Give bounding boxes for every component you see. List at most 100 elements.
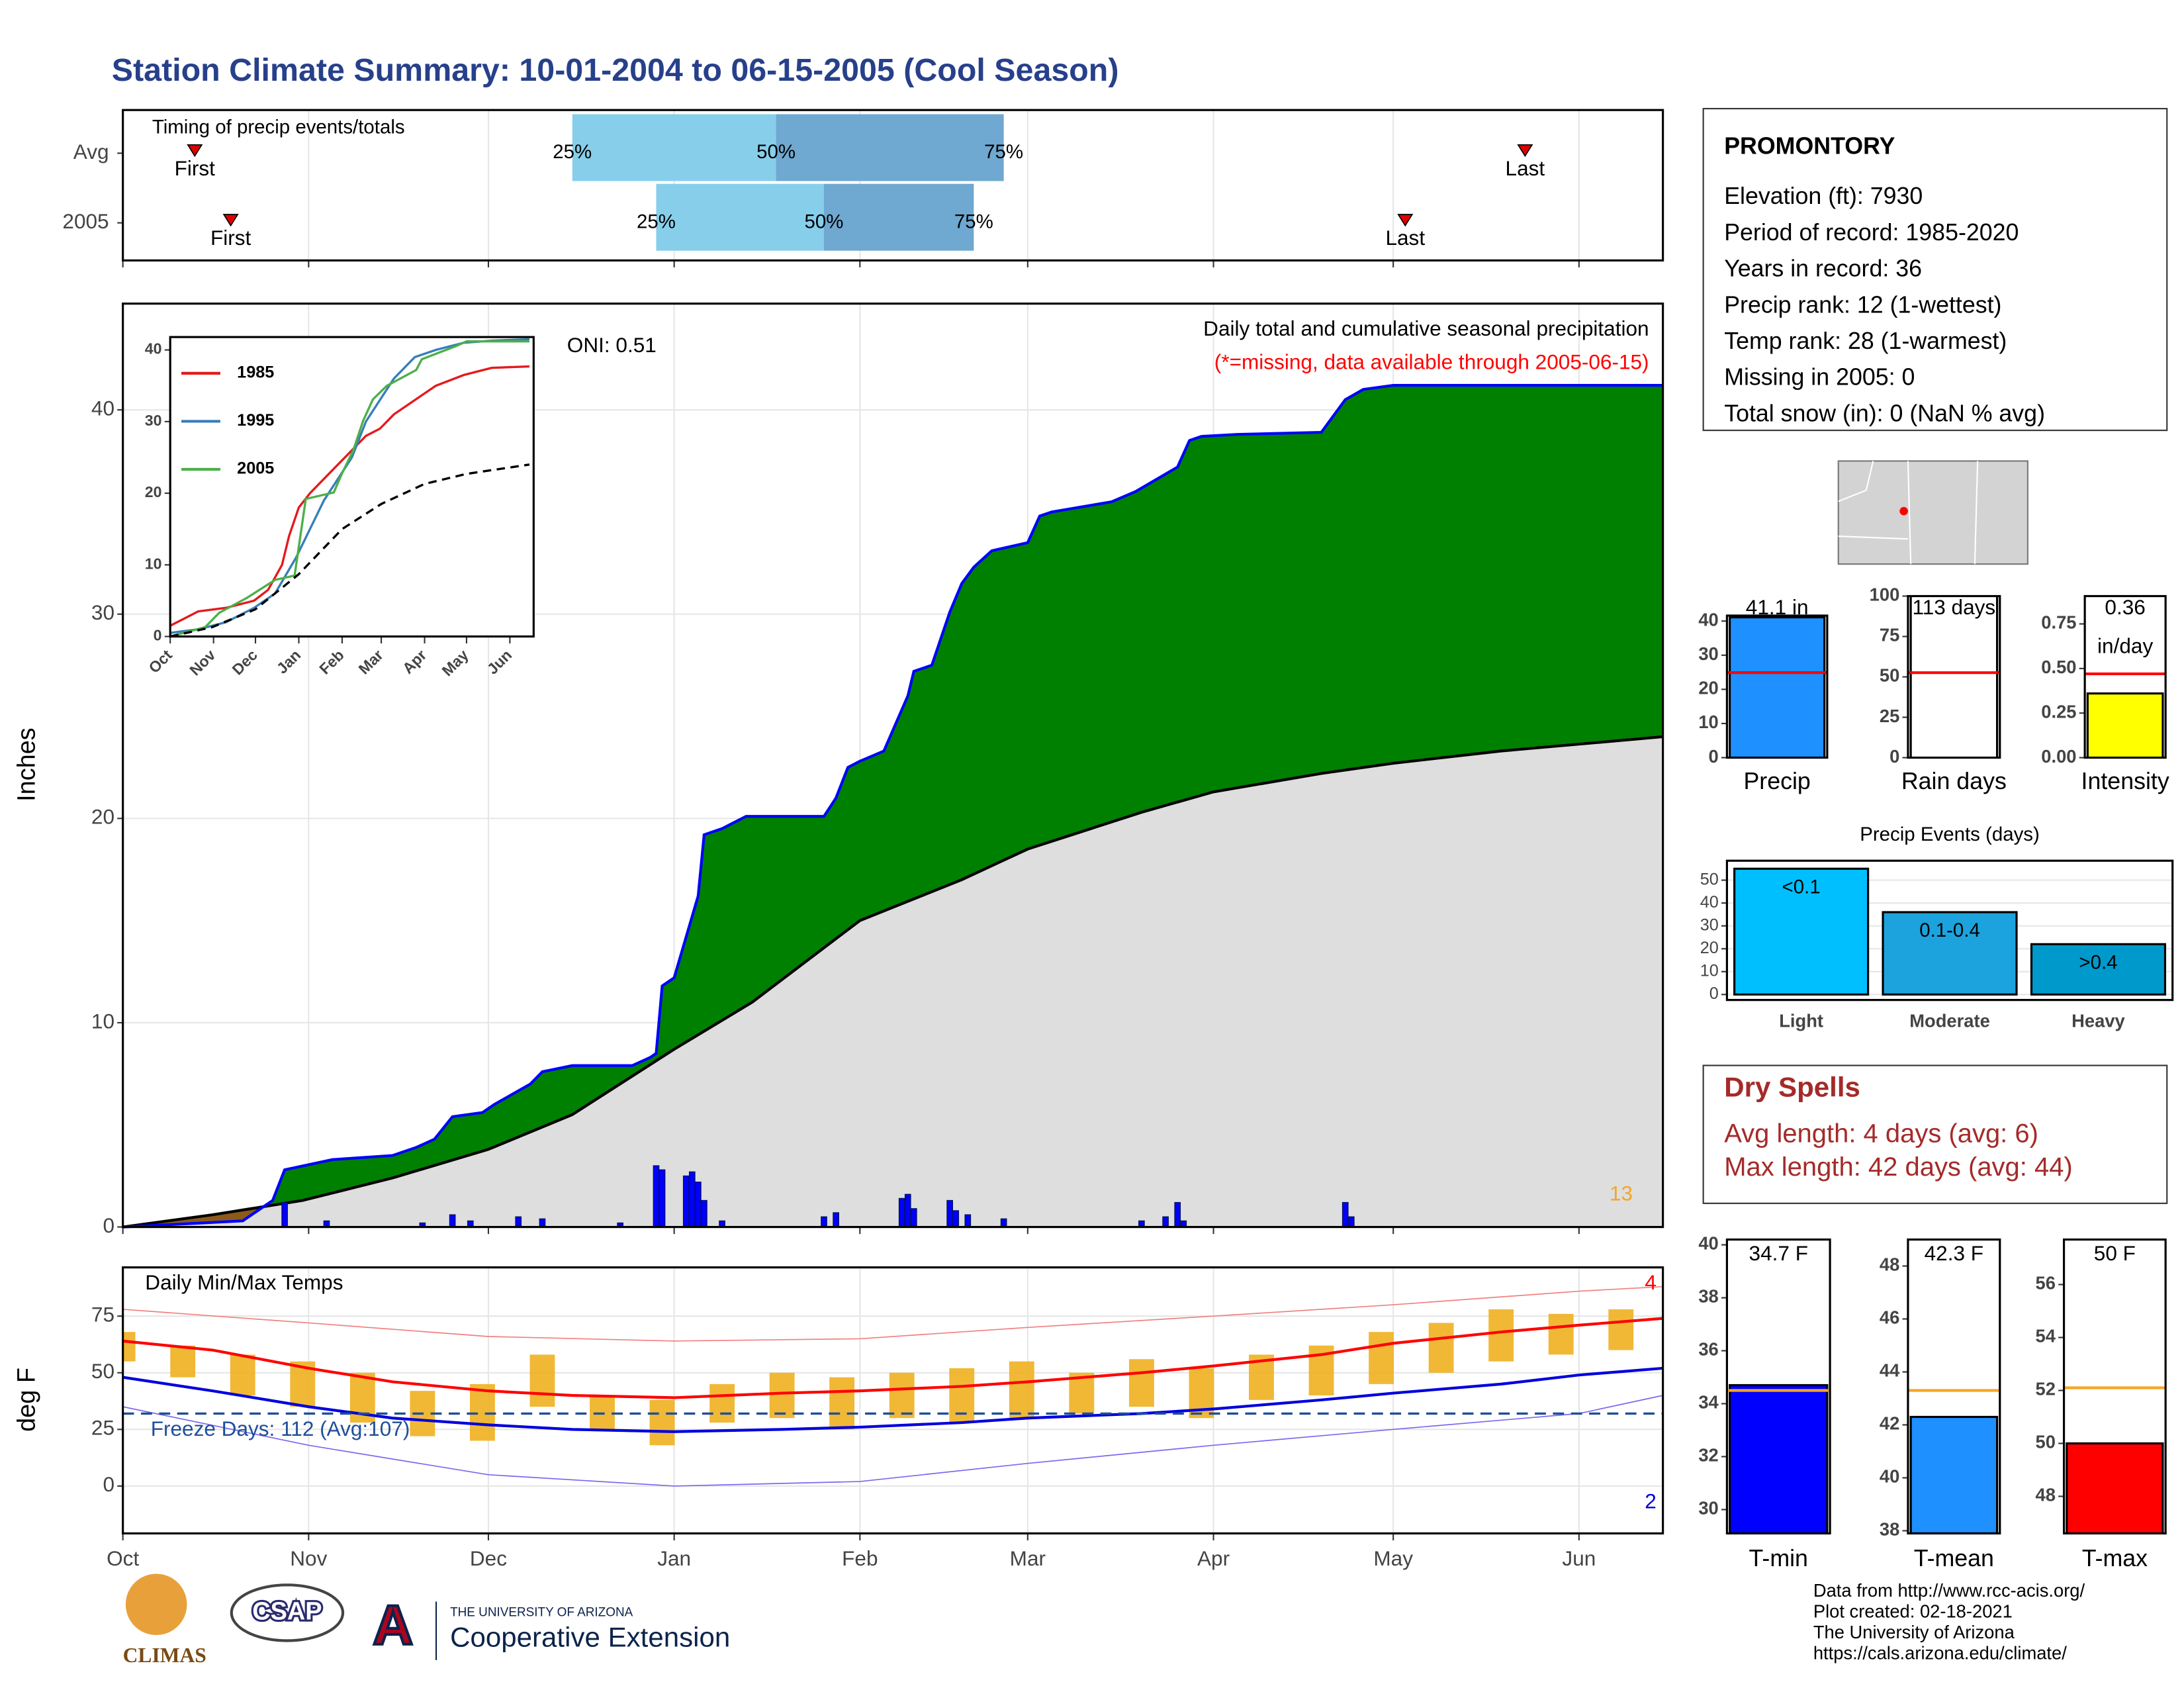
cumulative-line	[122, 383, 1663, 1229]
series-line	[169, 463, 530, 638]
daily-bar	[833, 1212, 839, 1228]
dry-spell-line: Max length: 42 days (avg: 44)	[1724, 1152, 2073, 1182]
ua-a: A	[373, 1594, 413, 1656]
x-tick-label: Apr	[1197, 1546, 1230, 1570]
category-label: T-min	[1749, 1545, 1808, 1571]
y-tick-label: 40	[1700, 893, 1719, 912]
station-line: Missing in 2005: 0	[1724, 364, 1915, 391]
y-tick-label: 46	[1880, 1307, 1899, 1328]
summary-bar	[1909, 1415, 1999, 1534]
dry-spells-title: Dry Spells	[1724, 1071, 1860, 1102]
daily-bar	[1174, 1201, 1181, 1228]
panel-frame	[1907, 594, 2001, 759]
locator-map	[1837, 460, 2028, 565]
category-label: Moderate	[1909, 1011, 1990, 1031]
event-bar	[2030, 943, 2167, 996]
daily-bar	[1162, 1216, 1169, 1228]
y-tick-label: 0	[103, 1213, 114, 1237]
timing-marker	[1397, 214, 1414, 227]
y-tick-label: 20	[145, 483, 162, 500]
daily-range-bar	[469, 1383, 495, 1441]
timing-marker	[222, 214, 239, 227]
daily-range-bar	[590, 1395, 615, 1430]
x-tick-label: Jan	[657, 1546, 691, 1570]
daily-bar	[659, 1169, 666, 1228]
daily-bar	[946, 1199, 953, 1228]
panel-title: Timing of precip events/totals	[152, 116, 405, 138]
daily-bar	[1000, 1218, 1007, 1228]
daily-bar	[701, 1199, 707, 1228]
value-label: 50 F	[2094, 1241, 2136, 1265]
unit-label: in/day	[2097, 634, 2153, 658]
y-tick-label: 0.25	[2041, 701, 2076, 722]
y-tick-label: 40	[91, 396, 114, 420]
category-label: Precip	[1743, 768, 1810, 794]
panel-frame	[169, 336, 535, 638]
value-label: 0.36	[2105, 595, 2145, 619]
y-tick-label: 44	[1880, 1360, 1900, 1381]
y-tick-label: 0.50	[2041, 657, 2076, 677]
y-tick-label: 40	[1880, 1466, 1899, 1487]
y-tick-label: 40	[1698, 609, 1718, 630]
category-label: Rain days	[1901, 768, 2007, 794]
max-count: 4	[1645, 1270, 1657, 1294]
y-tick-label: 30	[1698, 643, 1718, 664]
daily-range-bar	[889, 1372, 915, 1419]
y-tick-label: 30	[1700, 915, 1719, 934]
timing-marker	[1517, 144, 1533, 158]
box	[1702, 108, 2168, 432]
y-axis-title: deg F	[13, 1368, 41, 1432]
daily-bar	[281, 1201, 288, 1228]
y-tick-label: 40	[145, 340, 162, 357]
summary-bar	[1729, 1383, 1829, 1534]
event-bar	[1733, 867, 1870, 996]
x-tick-label: Jun	[1562, 1546, 1596, 1570]
summary-bar	[1729, 616, 1826, 758]
climas-icon	[125, 1573, 187, 1636]
y-tick-label: 30	[91, 600, 114, 624]
event-bar	[1882, 911, 2018, 996]
count-label: 13	[1610, 1182, 1633, 1205]
y-tick-label: 0	[1889, 746, 1899, 767]
daily-range-bar	[829, 1377, 855, 1430]
y-tick-label: 50	[1700, 870, 1719, 888]
y-tick-label: 34	[1698, 1392, 1719, 1413]
y-tick-label: 38	[1698, 1286, 1718, 1307]
marker-label: First	[210, 226, 251, 250]
y-tick-label: 75	[1880, 625, 1899, 645]
station-line: Precip rank: 12 (1-wettest)	[1724, 291, 2001, 318]
box	[1702, 1064, 2168, 1204]
y-tick-label: 30	[1698, 1498, 1718, 1519]
chart-subtitle: (*=missing, data available through 2005-…	[1214, 350, 1649, 373]
summary-bar	[2066, 1442, 2164, 1534]
x-tick-label: Mar	[1010, 1546, 1046, 1570]
y-tick-label: 50	[1880, 665, 1899, 686]
map-bg	[1837, 460, 2028, 565]
daily-bar	[695, 1182, 702, 1228]
daily-bar	[821, 1216, 827, 1228]
y-tick-label: 0.75	[2041, 612, 2076, 633]
logos: CLIMAS CSAP A THE UNIVERSITY OF ARIZONA …	[123, 1573, 730, 1667]
daily-bar	[653, 1165, 660, 1228]
y-tick-label: 20	[1700, 939, 1719, 957]
y-tick-label: 48	[1880, 1254, 1899, 1275]
daily-bar	[1347, 1216, 1355, 1228]
y-tick-label: 40	[1698, 1233, 1718, 1254]
y-tick-label: 32	[1698, 1445, 1718, 1466]
panel-frame	[2062, 1238, 2167, 1535]
y-tick-label: 50	[2036, 1432, 2056, 1452]
panel-bg	[170, 337, 534, 637]
quantile-label: 50%	[756, 141, 796, 163]
daily-range-bar	[1488, 1309, 1514, 1362]
panel-frame	[2083, 594, 2167, 759]
temperature-line	[122, 1395, 1663, 1487]
quantile-label: 25%	[637, 211, 676, 232]
quantile-bar	[656, 183, 825, 251]
station-line: Elevation (ft): 7930	[1724, 183, 1923, 209]
station-line: Period of record: 1985-2020	[1724, 219, 2019, 246]
daily-bar	[910, 1208, 917, 1228]
x-tick-label: May	[1373, 1546, 1413, 1570]
daily-bar	[952, 1210, 960, 1228]
y-tick-label: 20	[91, 805, 114, 829]
